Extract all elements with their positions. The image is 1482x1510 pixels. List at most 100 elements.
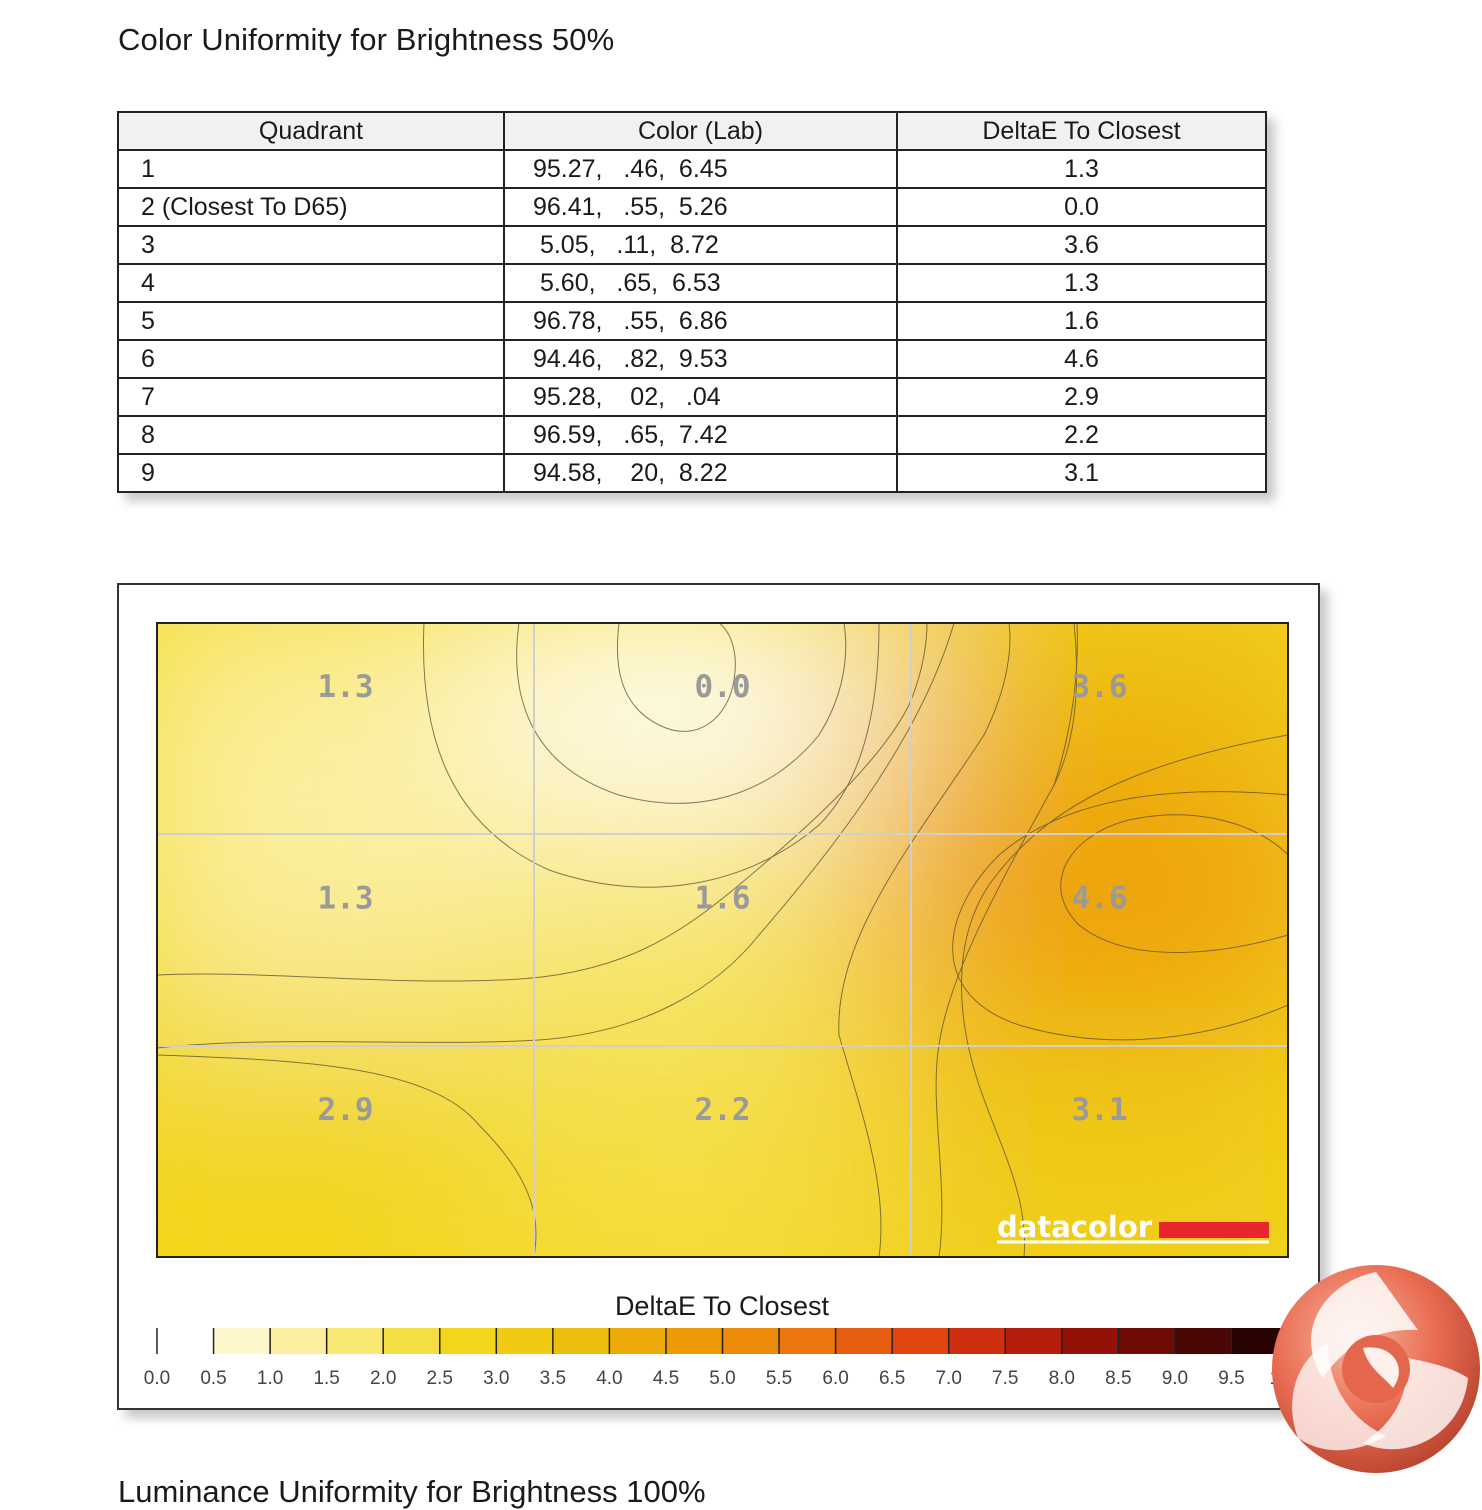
colorbar-swatch (552, 1328, 610, 1354)
cell-value-label: 3.6 (1072, 669, 1128, 705)
lab-cell: 96.41, .55, 5.26 (503, 187, 898, 227)
lab-cell: 5.60, .65, 6.53 (503, 263, 898, 303)
contour-line (1053, 623, 1078, 786)
contour-line (157, 623, 928, 982)
table-row: 2 (Closest To D65) 96.41, .55, 5.26 0.0 (117, 187, 1267, 227)
colorbar-tick-label: 0.5 (200, 1368, 226, 1389)
colorbar-swatch (326, 1328, 384, 1354)
deltae-cell: 1.3 (896, 263, 1267, 303)
colorbar-tick-label: 2.5 (427, 1368, 453, 1389)
colorbar-swatch (157, 1328, 215, 1354)
table-row: 8 96.59, .65, 7.42 2.2 (117, 415, 1267, 455)
quadrant-cell: 7 (117, 377, 505, 417)
deltae-cell: 4.6 (896, 339, 1267, 379)
table-row: 4 5.60, .65, 6.53 1.3 (117, 263, 1267, 303)
color-uniformity-table: Quadrant Color (Lab) DeltaE To Closest 1… (117, 111, 1267, 493)
contour-line (516, 623, 847, 804)
cell-value-label: 1.6 (695, 881, 751, 917)
colorbar-swatch (948, 1328, 1006, 1354)
deltae-cell: 3.6 (896, 225, 1267, 265)
lab-cell: 95.27, .46, 6.45 (503, 149, 898, 189)
contour-line (157, 623, 955, 1049)
colorbar-swatch (439, 1328, 497, 1354)
cell-value-label: 4.6 (1072, 881, 1128, 917)
deltae-cell: 1.6 (896, 301, 1267, 341)
colorbar-tick-label: 1.0 (257, 1368, 283, 1389)
lab-cell: 94.58, 20, 8.22 (503, 453, 898, 493)
colorbar-swatch (722, 1328, 780, 1354)
heatmap-frame (156, 622, 1289, 1258)
contour-lines (157, 623, 1288, 1257)
deltae-cell: 2.9 (896, 377, 1267, 417)
colorbar-swatch (213, 1328, 271, 1354)
cell-value-label: 3.1 (1072, 1092, 1128, 1128)
uniformity-chart-panel: 1.3 0.0 3.6 1.3 1.6 4.6 2.9 2.2 3.1 datacolor De… (117, 583, 1320, 1410)
lab-cell: 96.59, .65, 7.42 (503, 415, 898, 455)
colorbar: 0.0 0.5 1.0 1.5 2.0 2.5 3.0 3.5 4.0 4.5 5.0 5.5 6.0 6… (144, 1328, 1306, 1389)
quadrant-cell: 5 (117, 301, 505, 341)
colorbar-tick-label: 7.0 (935, 1368, 961, 1389)
colorbar-tick-label: 6.0 (822, 1368, 848, 1389)
quadrant-cell: 9 (117, 453, 505, 493)
colorbar-tick-label: 4.0 (596, 1368, 622, 1389)
table-row: 5 96.78, .55, 6.86 1.6 (117, 301, 1267, 341)
cell-value-label: 1.3 (318, 669, 374, 705)
quadrant-grid-lines (157, 623, 1288, 1257)
cell-value-label: 0.0 (695, 669, 751, 705)
colorbar-tick-label: 3.0 (483, 1368, 509, 1389)
lab-cell: 5.05, .11, 8.72 (503, 225, 898, 265)
table-row: 1 95.27, .46, 6.45 1.3 (117, 149, 1267, 189)
colorbar-tick-label: 4.5 (653, 1368, 679, 1389)
contour-line (1060, 814, 1288, 953)
quadrant-cell: 6 (117, 339, 505, 379)
header-deltae: DeltaE To Closest (896, 111, 1267, 151)
colorbar-tick-label: 5.0 (709, 1368, 735, 1389)
page-title: Color Uniformity for Brightness 50% (118, 22, 615, 57)
quadrant-cell: 4 (117, 263, 505, 303)
colorbar-swatch (383, 1328, 441, 1354)
quadrant-cell: 8 (117, 415, 505, 455)
quadrant-cell: 1 (117, 149, 505, 189)
next-section-title: Luminance Uniformity for Brightness 100% (118, 1474, 706, 1509)
colorbar-tick-label: 6.5 (879, 1368, 905, 1389)
colorbar-tick-label: 3.5 (540, 1368, 566, 1389)
colorbar-swatch (835, 1328, 893, 1354)
contour-line (422, 623, 880, 888)
colorbar-swatch (496, 1328, 554, 1354)
deltae-cell: 0.0 (896, 187, 1267, 227)
lab-cell: 95.28, 02, .04 (503, 377, 898, 417)
colorbar-swatch (1061, 1328, 1119, 1354)
table-header-row: Quadrant Color (Lab) DeltaE To Closest (117, 111, 1267, 151)
datacolor-watermark-bar (1159, 1222, 1269, 1238)
uniformity-chart: 1.3 0.0 3.6 1.3 1.6 4.6 2.9 2.2 3.1 datacolor De… (144, 622, 1306, 1389)
colorbar-swatch (779, 1328, 837, 1354)
colorbar-tick-label: 8.0 (1049, 1368, 1075, 1389)
contour-line (838, 623, 1011, 1257)
quadrant-cell: 3 (117, 225, 505, 265)
colorbar-swatch (1118, 1328, 1176, 1354)
colorbar-tick-label: 5.5 (766, 1368, 792, 1389)
table-row: 7 95.28, 02, .04 2.9 (117, 377, 1267, 417)
colorbar-tick-label: 2.0 (370, 1368, 396, 1389)
datacolor-watermark-text: datacolor (997, 1210, 1153, 1244)
contour-line (961, 734, 1288, 1257)
colorbar-swatch (1005, 1328, 1063, 1354)
colorbar-tick-label: 0.0 (144, 1368, 170, 1389)
contour-line (616, 623, 736, 732)
colorbar-swatch (892, 1328, 950, 1354)
colorbar-swatch (270, 1328, 328, 1354)
colorbar-tick-label: 8.5 (1105, 1368, 1131, 1389)
heatmap-area: 1.3 0.0 3.6 1.3 1.6 4.6 2.9 2.2 3.1 datacolor (157, 623, 1288, 1257)
contour-line (952, 791, 1288, 1041)
table-row: 3 5.05, .11, 8.72 3.6 (117, 225, 1267, 265)
colorbar-tick-label: 9.5 (1218, 1368, 1244, 1389)
colorbar-tick-label: 7.5 (992, 1368, 1018, 1389)
table-row: 9 94.58, 20, 8.22 3.1 (117, 453, 1267, 493)
quadrant-cell: 2 (Closest To D65) (117, 187, 505, 227)
colorbar-title: DeltaE To Closest (615, 1291, 830, 1321)
colorbar-swatch (1174, 1328, 1232, 1354)
deltae-cell: 3.1 (896, 453, 1267, 493)
colorbar-swatch (665, 1328, 723, 1354)
lab-cell: 94.46, .82, 9.53 (503, 339, 898, 379)
contour-line (935, 623, 1078, 1257)
